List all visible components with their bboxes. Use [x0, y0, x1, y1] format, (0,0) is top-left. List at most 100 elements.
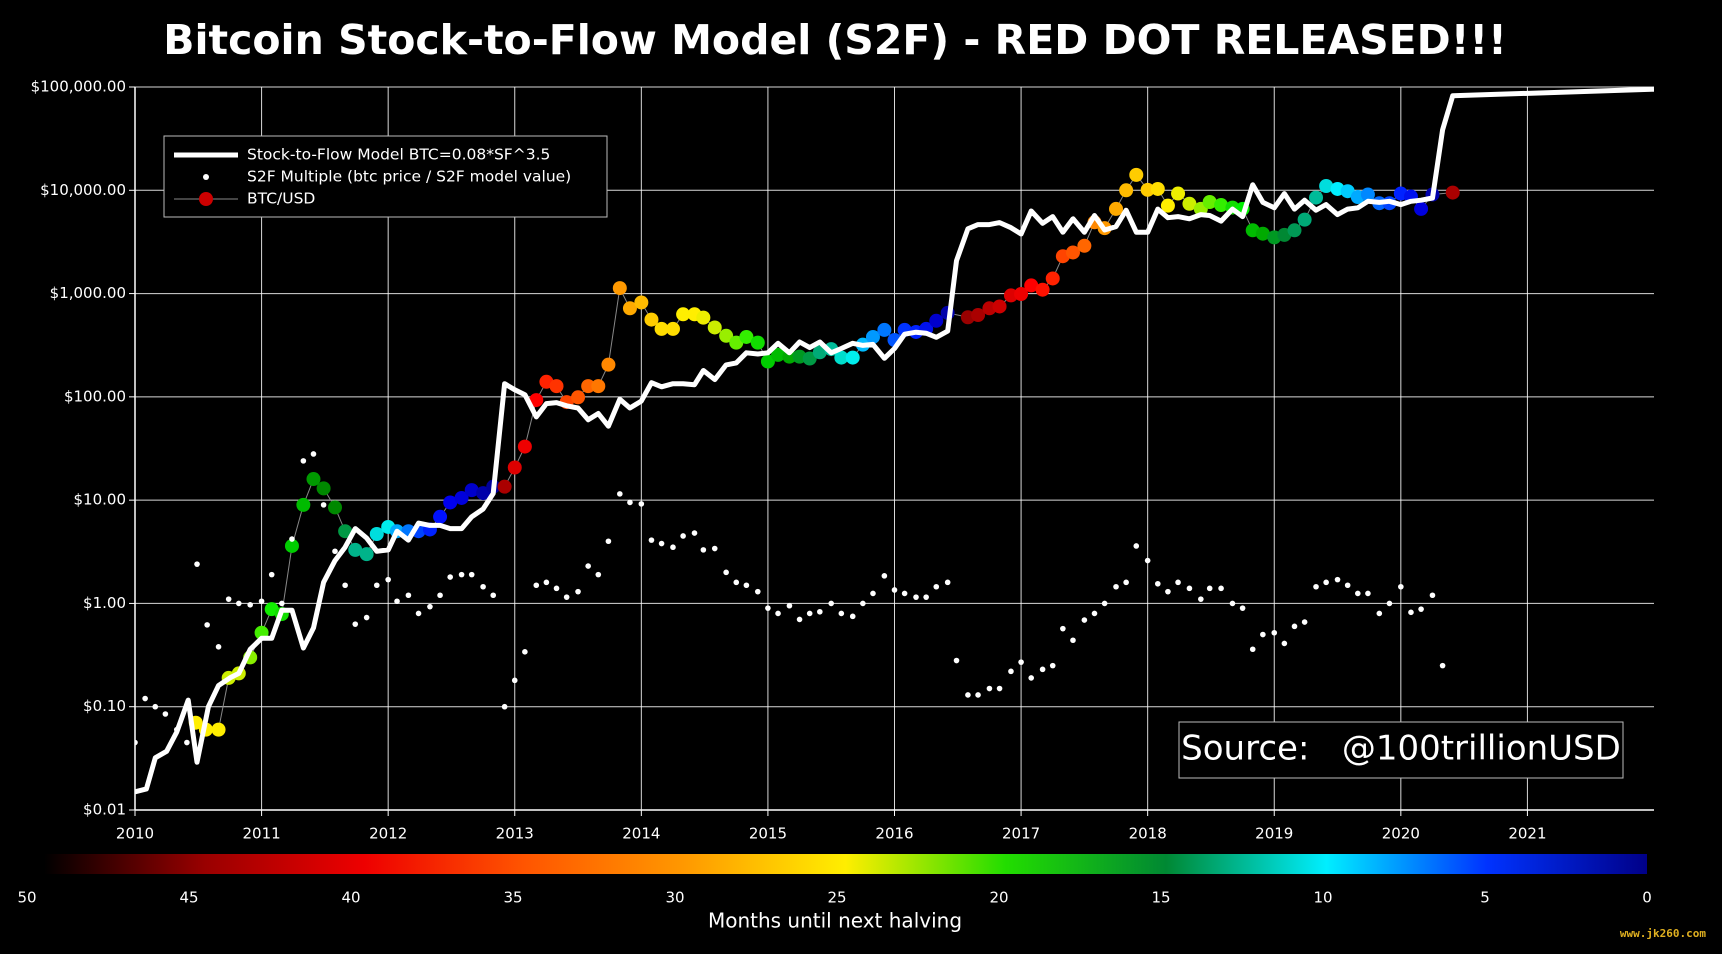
source-box: [1178, 721, 1624, 779]
multiple-dot: [754, 588, 761, 595]
colorbar-tick-label: 0: [1642, 889, 1652, 907]
multiple-dot: [1281, 640, 1288, 647]
x-tick-label: 2012: [369, 825, 407, 843]
price-dot: [591, 379, 606, 394]
multiple-dot: [786, 602, 793, 609]
multiple-dot: [258, 598, 265, 605]
multiple-dot: [405, 592, 412, 599]
colorbar-tick-label: 30: [665, 889, 684, 907]
legend-dot: [203, 174, 209, 180]
multiple-dot: [490, 592, 497, 599]
x-tick-label: 2011: [242, 825, 280, 843]
multiple-dot: [1344, 582, 1351, 589]
plot-area: [135, 87, 1654, 795]
multiple-dot: [796, 616, 803, 623]
price-dot: [359, 547, 374, 562]
price-dot: [464, 483, 479, 498]
multiple-dot: [711, 545, 718, 552]
multiple-dot: [1218, 585, 1224, 592]
price-dot: [644, 312, 659, 327]
price-dot: [1255, 226, 1270, 241]
price-dot: [707, 320, 722, 335]
price-dot: [1150, 181, 1165, 196]
multiple-dot: [933, 583, 940, 590]
y-tick-label: $0.01: [83, 801, 126, 819]
colorbar-tick-label: 40: [341, 889, 360, 907]
price-dot: [1024, 278, 1039, 293]
multiple-dot: [658, 540, 665, 547]
price-dot: [1319, 179, 1334, 194]
price-dot: [581, 379, 596, 394]
x-tick-label: 2020: [1382, 825, 1420, 843]
multiple-dot: [1039, 666, 1046, 673]
price-dot: [1077, 238, 1092, 253]
multiple-dot: [733, 579, 740, 586]
multiple-dot: [1260, 631, 1266, 638]
multiple-dot: [332, 548, 338, 555]
price-dot: [517, 439, 532, 454]
price-dot: [338, 524, 353, 539]
price-dot: [622, 301, 637, 316]
price-dot: [929, 313, 944, 328]
multiple-dot: [1018, 659, 1024, 665]
chart-title: Bitcoin Stock-to-Flow Model (S2F) - RED …: [163, 16, 1507, 64]
multiple-dot: [849, 613, 856, 620]
multiple-dot: [638, 501, 645, 507]
multiple-dot: [838, 610, 845, 617]
multiple-dot: [279, 600, 285, 607]
price-dot: [696, 310, 711, 325]
multiple-dot: [575, 588, 581, 595]
multiple-dot: [184, 739, 190, 746]
multiple-dot: [1060, 625, 1066, 632]
legend-label: Stock-to-Flow Model BTC=0.08*SF^3.5: [247, 146, 550, 164]
y-tick-label: $10.00: [74, 491, 127, 509]
price-dot: [1202, 195, 1217, 210]
price-dot: [454, 490, 469, 505]
price-dot: [719, 328, 734, 343]
multiple-dot: [1239, 605, 1246, 611]
price-dot: [1297, 212, 1312, 227]
multiple-dot: [553, 585, 560, 592]
y-tick-label: $1.00: [83, 594, 126, 612]
price-dot: [612, 281, 627, 296]
price-dot: [1214, 198, 1229, 213]
multiple-dot: [1376, 610, 1383, 617]
multiple-dot: [563, 594, 570, 600]
legend-box: [163, 135, 608, 218]
multiple-dot: [427, 603, 433, 610]
multiple-dot: [194, 561, 200, 567]
price-dot: [1414, 201, 1429, 216]
price-dot: [676, 307, 691, 322]
multiple-dot: [152, 703, 159, 710]
multiple-dot: [480, 583, 486, 590]
colorbar-tick-label: 50: [17, 889, 36, 907]
colorbar-label: Months until next halving: [708, 909, 962, 933]
multiple-dot: [1249, 646, 1256, 653]
price-dot: [634, 295, 649, 310]
price-dot: [750, 335, 765, 350]
price-dot: [877, 322, 892, 337]
multiple-dot: [142, 695, 148, 702]
multiple-dot: [1101, 600, 1108, 607]
multiple-dot: [447, 574, 453, 580]
price-dot: [1119, 183, 1134, 198]
multiple-dot: [1186, 585, 1193, 592]
multiple-dot: [300, 458, 307, 464]
price-dot: [316, 481, 331, 496]
multiple-dot: [1229, 600, 1236, 607]
multiple-dot: [215, 644, 222, 650]
x-tick-label: 2021: [1508, 825, 1546, 843]
multiple-dot: [605, 538, 612, 545]
legend-label: S2F Multiple (btc price / S2F model valu…: [247, 168, 571, 186]
price-dot: [529, 393, 544, 408]
multiple-dot: [585, 563, 591, 569]
multiple-dot: [1123, 579, 1129, 586]
multiple-dot: [522, 649, 528, 655]
multiple-dot: [543, 579, 550, 586]
price-dot: [992, 299, 1007, 314]
multiple-dot: [511, 677, 518, 684]
y-tick-label: $100,000.00: [31, 78, 126, 96]
multiple-dot: [870, 590, 876, 597]
